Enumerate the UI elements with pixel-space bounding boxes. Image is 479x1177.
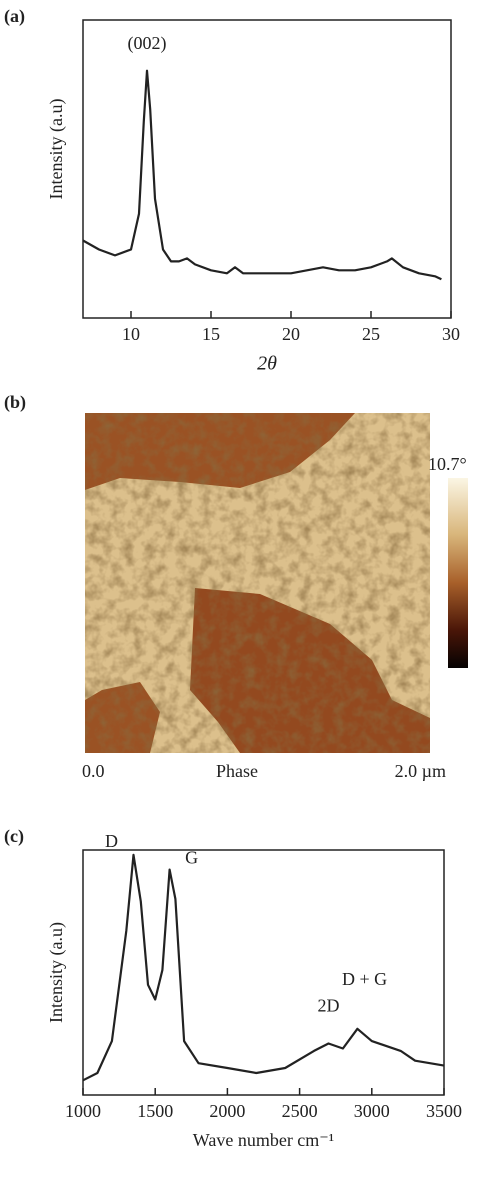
x-tick-label: 3000 <box>354 1101 390 1121</box>
plot-frame <box>82 849 445 1096</box>
x-tick-label: 15 <box>202 324 220 344</box>
scale-center: Phase <box>216 761 258 781</box>
data-line <box>82 69 442 281</box>
scale-right: 2.0 µm <box>395 761 446 781</box>
annotation: (002) <box>128 33 167 54</box>
x-axis-label: 2θ <box>257 353 277 375</box>
annotation: 2D <box>317 996 339 1016</box>
afm-panel: (b) 10.7° 0.0 Phase 2.0 µm <box>4 392 468 781</box>
x-tick-label: 2500 <box>282 1101 318 1121</box>
scale-max: 10.7° <box>428 454 467 474</box>
annotation: D <box>105 831 118 851</box>
annotation: G <box>185 848 198 868</box>
annotation: D + G <box>342 969 387 989</box>
panel-label: (b) <box>4 392 26 413</box>
panel-label: (c) <box>4 826 24 847</box>
colorbar <box>448 478 468 668</box>
x-tick-label: 2000 <box>209 1101 245 1121</box>
afm-image <box>85 413 430 753</box>
data-line <box>82 853 445 1082</box>
x-axis-label: Wave number cm⁻¹ <box>193 1130 334 1150</box>
x-tick-label: 20 <box>282 324 300 344</box>
scale-left: 0.0 <box>82 761 105 781</box>
x-tick-label: 25 <box>362 324 380 344</box>
x-tick-label: 10 <box>122 324 140 344</box>
x-tick-label: 3500 <box>426 1101 462 1121</box>
x-tick-label: 1500 <box>137 1101 173 1121</box>
x-tick-label: 30 <box>442 324 460 344</box>
x-tick-label: 1000 <box>65 1101 101 1121</box>
plot-frame <box>82 19 452 319</box>
y-axis-label: Intensity (a.u) <box>46 99 67 200</box>
panel-label: (a) <box>4 6 25 27</box>
y-axis-label: Intensity (a.u) <box>46 922 67 1023</box>
